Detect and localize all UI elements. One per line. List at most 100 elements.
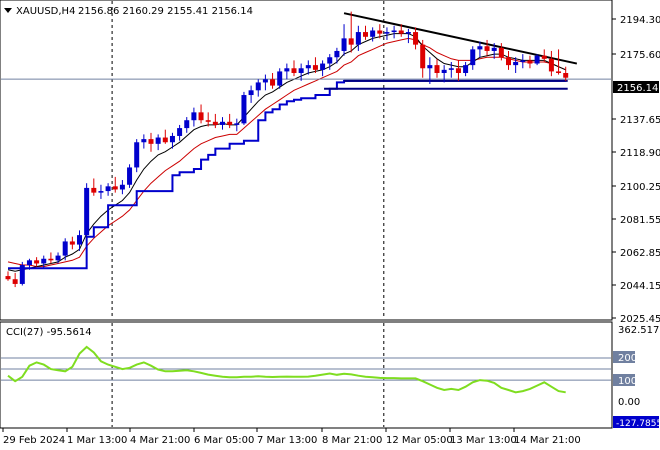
bull-candle	[248, 90, 254, 96]
bull-candle	[98, 191, 104, 193]
bull-candle	[234, 123, 240, 125]
cci-level-label: 100	[618, 376, 637, 387]
price-tick-label: 2044.15	[620, 281, 660, 292]
price-tick-label: 2025.45	[620, 314, 660, 325]
ohlc-values: 2156.86 2160.29 2155.41 2156.14	[78, 6, 253, 17]
time-tick-label: 6 Mar 05:00	[194, 435, 254, 446]
bull-candle	[19, 265, 25, 284]
bull-candle	[255, 82, 261, 91]
bull-candle	[320, 63, 326, 70]
bull-candle	[477, 46, 483, 50]
time-tick-label: 12 Mar 05:00	[386, 435, 453, 446]
bull-candle	[62, 241, 68, 256]
bear-candle	[227, 121, 233, 125]
bear-candle	[69, 241, 75, 245]
bull-candle	[77, 235, 82, 245]
bear-candle	[527, 60, 533, 64]
cci-axis: 362.5179 200 100 0.00 -127.7855	[613, 325, 660, 429]
time-tick-label: 8 Mar 21:00	[322, 435, 382, 446]
cci-label: CCI(27) -95.5614	[6, 327, 92, 338]
bear-candle	[205, 120, 211, 122]
bear-candle	[5, 276, 11, 280]
bull-candle	[284, 68, 290, 72]
cci-level-tag	[613, 374, 635, 386]
price-tick-label: 2100.25	[620, 182, 660, 193]
bear-candle	[162, 137, 168, 143]
time-tick-label: 14 Mar 21:00	[514, 435, 581, 446]
bear-candle	[398, 30, 404, 34]
time-tick-label: 7 Mar 13:00	[257, 435, 317, 446]
bull-candle	[355, 32, 361, 45]
time-tick-label: 4 Mar 21:00	[130, 435, 190, 446]
bull-candle	[327, 57, 333, 64]
bear-candle	[434, 65, 440, 73]
bear-candle	[91, 187, 97, 193]
bear-candle	[548, 58, 554, 72]
bull-candle	[384, 32, 390, 34]
cci-current-tag	[613, 416, 659, 428]
cci-tick-label: 0.00	[618, 397, 640, 408]
bear-candle	[484, 46, 490, 51]
cci-line	[7, 345, 566, 394]
bear-candle	[12, 279, 18, 284]
time-tick-label: 13 Mar 13:00	[450, 435, 517, 446]
bull-candle	[26, 260, 32, 266]
price-tick-label: 2137.65	[620, 115, 660, 126]
triangle-down-icon[interactable]	[4, 8, 12, 13]
bull-candle	[391, 30, 397, 33]
bull-candle	[134, 142, 140, 168]
bear-candle	[506, 57, 511, 66]
bull-candle	[184, 120, 190, 129]
bull-candle	[305, 65, 311, 69]
time-tick-label: 1 Mar 13:00	[67, 435, 127, 446]
bull-candle	[119, 184, 125, 190]
bear-candle	[413, 32, 419, 45]
resistance-trendline[interactable]	[343, 12, 578, 65]
bull-candle	[534, 55, 540, 64]
bull-candle	[169, 135, 175, 143]
bear-candle	[270, 79, 276, 86]
bull-candle	[241, 95, 247, 124]
bull-candle	[127, 167, 133, 185]
price-axis: 2194.30 2175.60 2137.65 2118.90 2100.25 2081.…	[612, 15, 660, 325]
bear-candle	[198, 112, 204, 121]
bear-candle	[363, 32, 368, 37]
bull-candle	[405, 32, 411, 34]
bear-candle	[455, 68, 461, 73]
bull-candle	[441, 69, 447, 73]
bear-candle	[34, 260, 40, 264]
cci-level-tag	[613, 351, 635, 363]
bull-candle	[341, 38, 347, 51]
bear-candle	[212, 121, 218, 125]
bear-candle	[112, 186, 118, 190]
cci-level-label: 200	[618, 353, 637, 364]
bear-candle	[556, 71, 562, 73]
bull-candle	[470, 49, 476, 66]
bull-candle	[41, 258, 47, 264]
bear-candle	[291, 68, 297, 73]
bull-candle	[370, 30, 376, 37]
bull-candle	[448, 68, 454, 70]
current-price-value: 2156.14	[617, 83, 658, 94]
bull-candle	[191, 112, 197, 121]
bull-candle	[520, 60, 526, 62]
bull-candle	[463, 65, 469, 73]
bull-candle	[491, 47, 497, 51]
price-tick-label: 2194.30	[620, 15, 660, 26]
bull-candle	[55, 255, 61, 261]
bull-candle	[277, 71, 283, 86]
cci-tick-label: 362.5179	[618, 325, 660, 336]
bear-candle	[563, 72, 569, 78]
time-axis: 29 Feb 2024 1 Mar 13:00 4 Mar 21:00 6 Mar 0…	[2, 428, 581, 446]
bull-candle	[513, 61, 519, 66]
price-tick-label: 2118.90	[620, 148, 660, 159]
bear-candle	[148, 139, 154, 144]
price-tick-label: 2062.85	[620, 248, 660, 259]
bear-candle	[377, 30, 383, 34]
price-tick-label: 2175.60	[620, 50, 660, 61]
price-tick-label: 2081.55	[620, 215, 660, 226]
bear-candle	[348, 38, 354, 45]
main-panel-frame	[0, 0, 613, 321]
bear-candle	[312, 65, 318, 70]
